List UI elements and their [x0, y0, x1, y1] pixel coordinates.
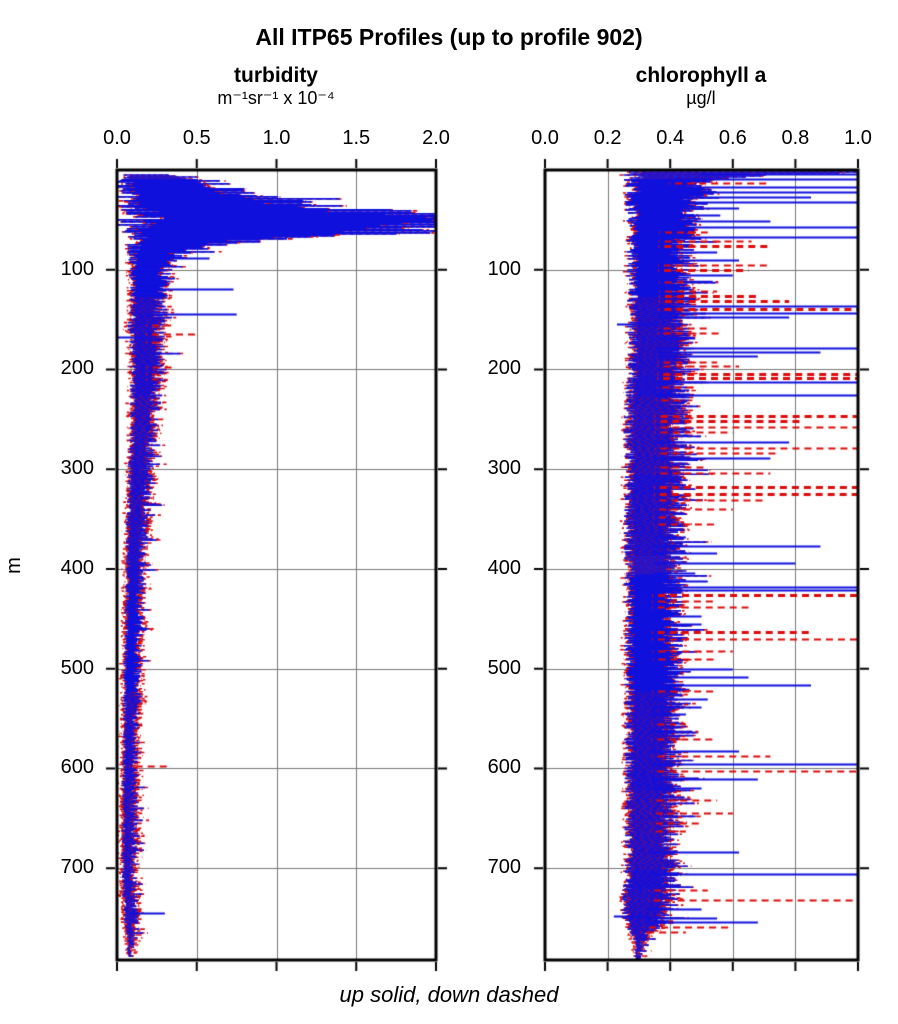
y-tick-label: 200: [487, 357, 521, 380]
y-tick-label: 600: [60, 756, 94, 779]
y-tick-label: 400: [487, 556, 521, 579]
y-tick-label: 400: [60, 556, 94, 579]
y-tick-label: 600: [487, 756, 521, 779]
legend-caption: up solid, down dashed: [339, 982, 559, 1007]
x-tick-label: 0.2: [593, 127, 622, 149]
x-tick-label: 0.0: [103, 127, 131, 149]
depth-axis-label: m: [2, 557, 25, 574]
x-tick-label: 0.4: [656, 127, 685, 149]
y-tick-label: 500: [60, 656, 94, 679]
y-tick-label: 500: [487, 656, 521, 679]
y-tick-label: 300: [60, 457, 94, 480]
y-tick-label: 100: [60, 257, 94, 280]
x-tick-label: 1.0: [262, 127, 291, 149]
x-tick-label: 1.5: [342, 127, 371, 149]
y-tick-label: 700: [60, 856, 94, 879]
chlorophyll-unit-label: µg/l: [686, 88, 716, 108]
x-tick-label: 1.0: [844, 127, 872, 149]
turbidity-panel-title: turbidity: [234, 64, 318, 87]
turbidity-unit-label: m⁻¹sr⁻¹ x 10⁻⁴: [217, 88, 335, 108]
y-tick-label: 100: [487, 257, 521, 280]
y-tick-label: 300: [487, 457, 521, 480]
y-tick-label: 700: [487, 856, 521, 879]
x-tick-label: 0.6: [718, 127, 747, 149]
x-tick-label: 0.5: [182, 127, 211, 149]
chlorophyll-panel-title: chlorophyll a: [635, 64, 767, 87]
figure-title: All ITP65 Profiles (up to profile 902): [255, 24, 643, 50]
y-tick-label: 200: [60, 357, 94, 380]
x-tick-label: 0.8: [781, 127, 810, 149]
x-tick-label: 0.0: [531, 127, 559, 149]
x-tick-label: 2.0: [422, 127, 450, 149]
